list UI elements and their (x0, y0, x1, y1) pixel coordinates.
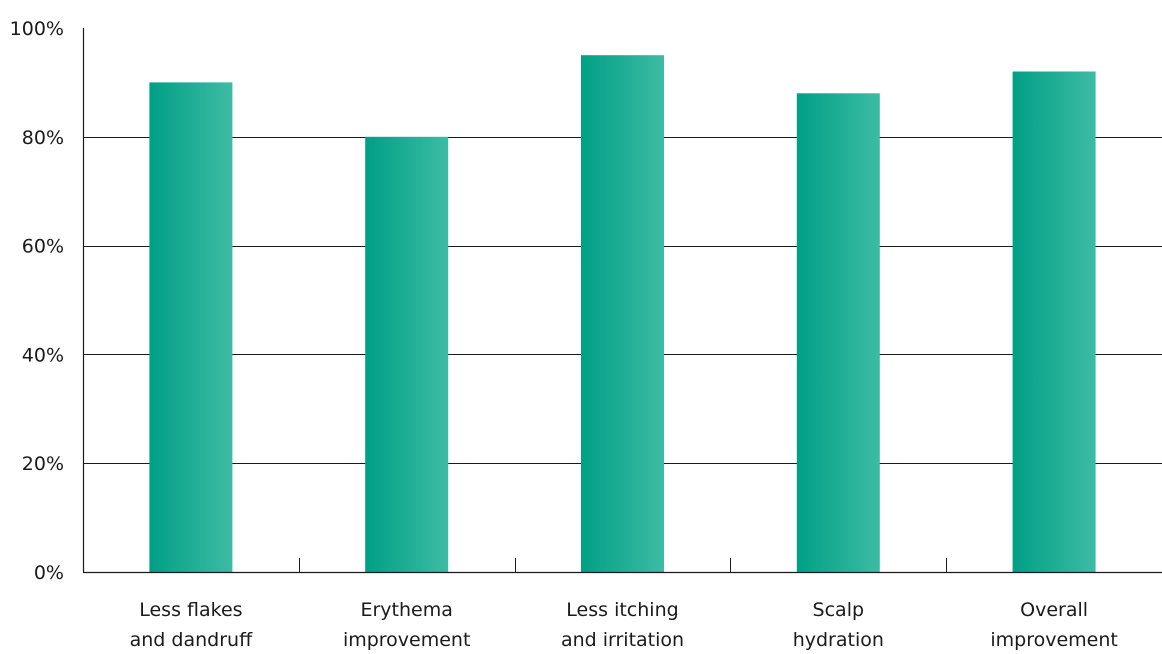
y-tick-labels: 0% 20% 40% 60% 80% 100% (10, 18, 64, 584)
bar-2 (581, 55, 664, 572)
y-tick-label: 40% (22, 344, 64, 366)
x-category-label-line: improvement (990, 629, 1118, 651)
x-category-label-line: improvement (343, 629, 471, 651)
y-tick-label: 20% (22, 453, 64, 475)
x-category-labels: Less flakes and dandruff Erythema improveme… (130, 599, 1118, 651)
x-category-label: Scalp hydration (793, 599, 884, 651)
bar-0 (149, 82, 233, 573)
x-category-label: Erythema improvement (343, 599, 471, 651)
x-category-label-line: Less itching (566, 599, 678, 621)
y-tick-label: 60% (22, 236, 64, 258)
y-tick-label: 0% (34, 562, 64, 584)
x-category-label-line: and irritation (561, 629, 684, 651)
x-category-label-line: Less flakes (139, 599, 242, 621)
x-category-label-line: and dandruff (130, 629, 253, 651)
x-category-label: Less itching and irritation (561, 599, 684, 651)
axes (82, 28, 1162, 574)
y-tick-label: 80% (22, 127, 64, 149)
x-category-label-line: hydration (793, 629, 884, 651)
x-category-label-line: Erythema (360, 599, 452, 621)
y-tick-label: 100% (10, 18, 64, 40)
bars (149, 55, 1096, 573)
bar-3 (796, 93, 880, 573)
x-category-label-line: Overall (1020, 599, 1088, 621)
x-category-label-line: Scalp (813, 599, 865, 621)
x-category-label: Overall improvement (990, 599, 1118, 651)
x-category-label: Less flakes and dandruff (130, 599, 253, 651)
bar-1 (365, 136, 449, 573)
bar-4 (1012, 71, 1096, 572)
